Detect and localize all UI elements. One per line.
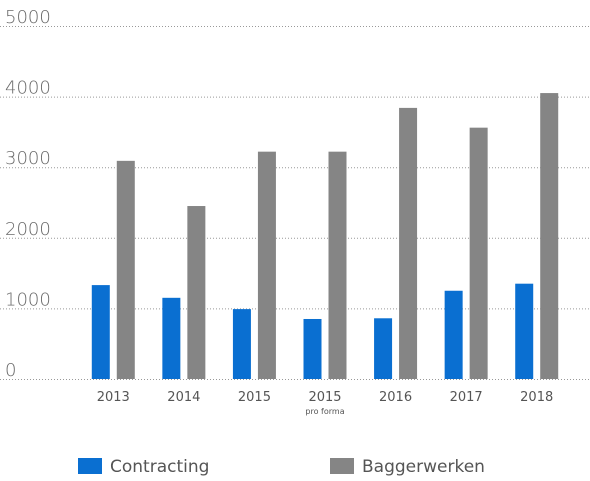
legend-label: Contracting	[110, 457, 209, 477]
legend-swatch	[78, 458, 102, 474]
x-tick-label: 2016	[379, 390, 412, 405]
bar	[469, 127, 488, 379]
bar	[374, 318, 393, 379]
x-tick-sublabel: pro forma	[305, 407, 344, 416]
x-tick-label: 2015	[308, 390, 341, 405]
y-tick-label: 4000	[5, 78, 51, 99]
bar	[399, 107, 418, 380]
x-tick-label: 2018	[520, 390, 553, 405]
bar	[303, 318, 322, 379]
bar	[540, 93, 559, 379]
bar	[328, 151, 347, 379]
y-tick-label: 3000	[5, 148, 51, 169]
x-tick-label: 2017	[450, 390, 483, 405]
bar	[515, 283, 534, 379]
x-tick-label: 2014	[167, 390, 200, 405]
y-tick-label: 0	[5, 360, 16, 381]
x-tick-label: 2015	[238, 390, 271, 405]
bar	[257, 151, 276, 379]
bar	[232, 309, 251, 379]
y-tick-label: 2000	[5, 219, 51, 240]
bar	[187, 206, 206, 379]
bar	[91, 285, 110, 379]
bar	[116, 160, 135, 379]
legend-label: Baggerwerken	[362, 457, 485, 477]
bar	[444, 290, 463, 379]
legend-swatch	[330, 458, 354, 474]
y-tick-label: 1000	[5, 289, 51, 310]
x-tick-label: 2013	[97, 390, 130, 405]
y-tick-label: 5000	[5, 7, 51, 28]
bar	[162, 297, 181, 379]
